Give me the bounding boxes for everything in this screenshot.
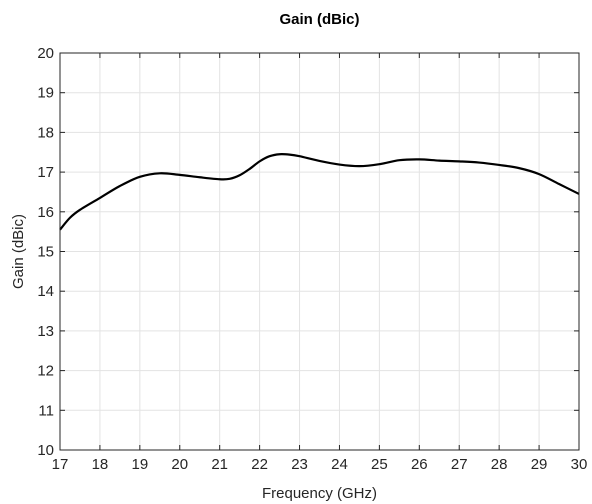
y-tick-label: 11 <box>38 402 54 419</box>
x-tick-label: 27 <box>451 456 468 473</box>
x-tick-label: 17 <box>52 456 69 473</box>
x-tick-label: 25 <box>371 456 388 473</box>
x-tick-label: 20 <box>171 456 188 473</box>
x-axis-title: Frequency (GHz) <box>262 485 377 502</box>
x-tick-label: 23 <box>291 456 308 473</box>
gain-series-line <box>59 153 580 231</box>
y-tick-label: 20 <box>37 45 54 62</box>
y-tick-label: 17 <box>37 164 54 181</box>
y-tick-label: 13 <box>37 323 54 340</box>
series-layer <box>59 153 580 231</box>
ticks: 17 18 19 20 21 22 23 24 25 26 27 28 29 30 10 11 12 13 14 15… <box>37 45 587 473</box>
y-tick-label: 10 <box>37 442 54 459</box>
y-tick-label: 12 <box>37 363 54 380</box>
y-tick-label: 19 <box>37 85 54 102</box>
x-tick-label: 19 <box>132 456 149 473</box>
x-tick-label: 21 <box>211 456 228 473</box>
x-tick-label: 18 <box>92 456 109 473</box>
y-axis-title: Gain (dBic) <box>10 214 27 289</box>
x-tick-label: 28 <box>491 456 508 473</box>
y-tick-label: 15 <box>37 244 54 261</box>
x-tick-label: 26 <box>411 456 428 473</box>
x-tick-label: 22 <box>251 456 268 473</box>
chart-title: Gain (dBic) <box>279 11 359 28</box>
x-tick-label: 30 <box>571 456 588 473</box>
x-tick-label: 24 <box>331 456 348 473</box>
y-tick-label: 16 <box>37 204 54 221</box>
x-tick-label: 29 <box>531 456 548 473</box>
y-tick-label: 18 <box>37 124 54 141</box>
y-tick-label: 14 <box>37 283 54 300</box>
